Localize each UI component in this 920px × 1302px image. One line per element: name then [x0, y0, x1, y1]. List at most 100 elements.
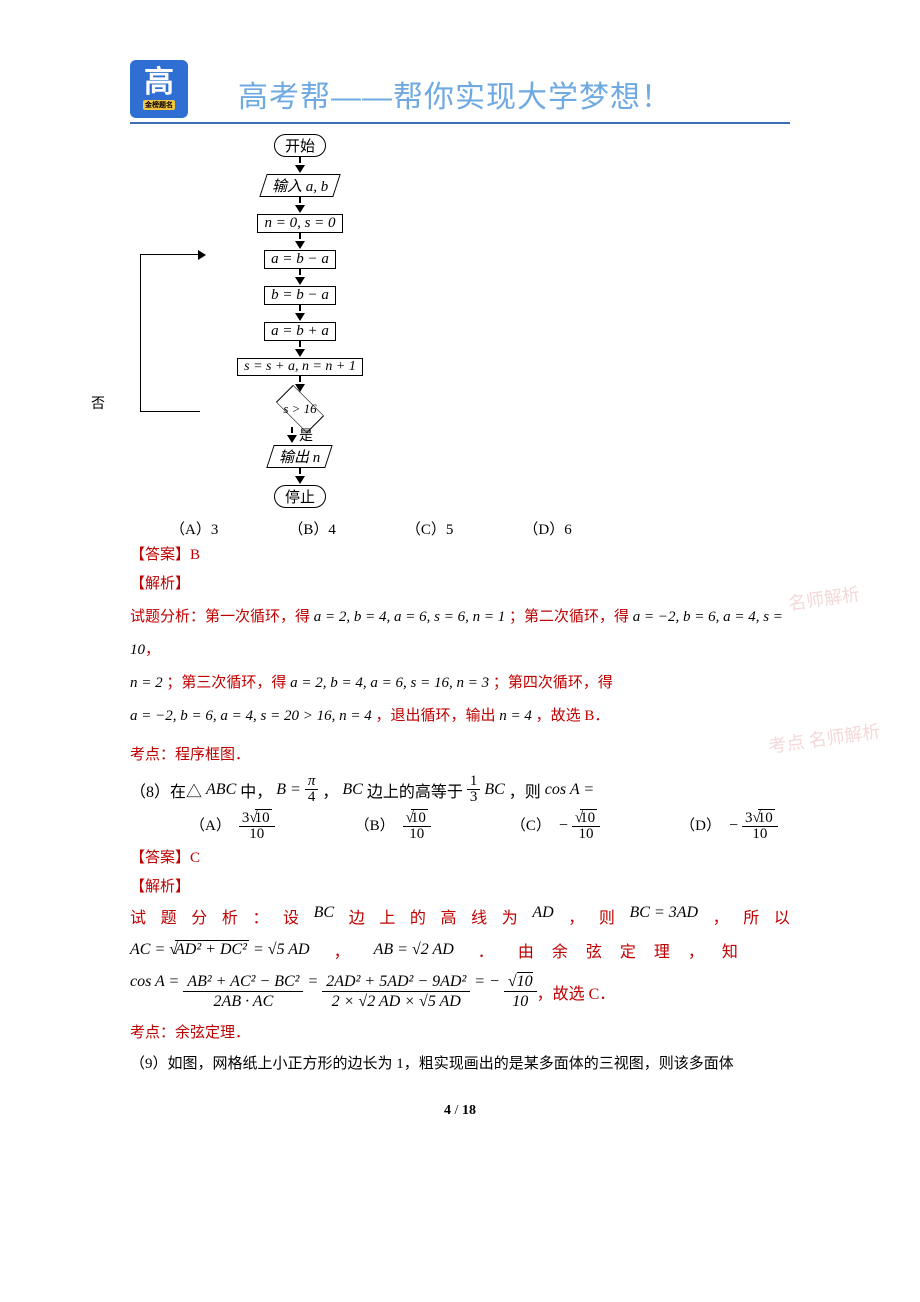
denominator: 10	[508, 992, 532, 1011]
c: 设	[283, 904, 299, 928]
q8-stem: （8）在△ABC 中， B= π4 ， BC 边上的高等于 13 BC ，则 c…	[130, 774, 790, 805]
node-decision: s > 16	[270, 393, 330, 425]
math: cos A = AB² + AC² − BC² 2AB · AC = 2AD² …	[130, 972, 537, 1011]
node-start: 开始	[274, 134, 326, 157]
fraction: 10 10	[403, 811, 431, 842]
numerator: 10	[572, 811, 600, 827]
edge	[299, 233, 301, 239]
numerator: π	[305, 774, 319, 790]
c: 弦	[586, 938, 602, 962]
sqrt-icon: 10	[752, 810, 774, 826]
c: 分	[191, 904, 207, 928]
math: B	[276, 781, 286, 799]
fraction: AB² + AC² − BC² 2AB · AC	[183, 972, 303, 1011]
math: = √5 AD	[253, 941, 310, 959]
option-d: （D） − 310 10	[680, 811, 778, 842]
label: （A）	[190, 818, 231, 834]
radicand: AD² + DC²	[175, 940, 249, 958]
c: 高	[441, 904, 457, 928]
denominator: 10	[246, 827, 267, 842]
q8-options: （A） 310 10 （B） 10 10 （C） − 10 10 （D） −	[190, 811, 790, 842]
sqrt-icon: 10	[406, 810, 428, 826]
math: AB = √2 AD	[374, 941, 454, 959]
node-decision-text: s > 16	[270, 393, 330, 425]
c: 的	[410, 904, 426, 928]
q8-answer: 【答案】C	[130, 846, 790, 867]
edge	[299, 197, 301, 203]
q8-kaodian: 考点：余弦定理．	[130, 1021, 790, 1042]
node-s2: b = b − a	[264, 286, 336, 305]
q7-analysis: 试题分析：第一次循环，得 a = 2, b = 4, a = 6, s = 6,…	[130, 601, 790, 733]
logo-char: 高	[144, 68, 174, 98]
edge	[299, 376, 301, 382]
arrow-down-icon	[295, 476, 305, 484]
c: ，	[568, 904, 584, 928]
denominator: 4	[305, 790, 319, 805]
text: ；第三次循环，得	[166, 675, 286, 691]
app-logo: 高 金榜题名	[130, 60, 188, 118]
text: 试题分析：第一次循环，得	[130, 609, 310, 625]
logo-subtitle: 金榜题名	[143, 100, 175, 110]
math: a = 2, b = 4, a = 6, s = 16, n = 3	[290, 675, 489, 691]
fraction: 13	[467, 774, 481, 805]
page: 高 金榜题名 高考帮——帮你实现大学梦想！ 否 开始 输入 a, b n = 0…	[0, 0, 920, 1159]
edge	[299, 269, 301, 275]
arrow-down-icon	[295, 165, 305, 173]
math: n = 4	[499, 708, 532, 724]
q8-analysis-heading: 【解析】	[130, 875, 790, 896]
denominator: 2AB · AC	[210, 992, 278, 1011]
c: 定	[620, 938, 636, 962]
text: ，则	[509, 778, 541, 802]
numerator: AB² + AC² − BC²	[183, 972, 303, 992]
red-period: ．	[478, 938, 494, 962]
option-b: （B）4	[288, 518, 336, 539]
node-stop: 停止	[274, 485, 326, 508]
numerator: 2AD² + 5AD² − 9AD²	[322, 972, 470, 992]
c: 试	[130, 904, 146, 928]
option-c: （C） − 10 10	[511, 811, 600, 842]
q8-analysis-line3: cos A = AB² + AC² − BC² 2AB · AC = 2AD² …	[130, 972, 790, 1011]
math: =	[290, 781, 301, 799]
c: ，	[713, 904, 729, 928]
node-input-text: 输入 a, b	[272, 175, 328, 196]
edge	[299, 468, 301, 474]
node-s4: s = s + a, n = n + 1	[237, 358, 363, 376]
math: a = 2, b = 4, a = 6, s = 6, n = 1	[314, 609, 505, 625]
denominator: 3	[467, 790, 481, 805]
page-title: 高考帮——帮你实现大学梦想！	[238, 72, 790, 118]
yes-arrow	[287, 427, 297, 444]
text: ，	[322, 778, 338, 802]
text: ，退出循环，输出	[375, 708, 495, 724]
c: ，	[688, 938, 704, 962]
neg: −	[559, 817, 568, 834]
option-d: （D）6	[523, 518, 571, 539]
c: 析	[222, 904, 238, 928]
q7-kaodian: 考点：程序框图．	[130, 743, 790, 764]
option-a: （A）3	[170, 518, 218, 539]
flowchart: 否 开始 输入 a, b n = 0, s = 0 a = b − a b = …	[200, 134, 400, 508]
text: ；第二次循环，得	[509, 609, 629, 625]
arrow-down-icon	[287, 435, 297, 443]
arrow-down-icon	[295, 313, 305, 321]
tail: ，故选 C．	[537, 980, 616, 1004]
arrow-down-icon	[295, 241, 305, 249]
arrow-down-icon	[295, 277, 305, 285]
c: 上	[379, 904, 395, 928]
neg: −	[729, 817, 738, 834]
flowchart-body: 否 开始 输入 a, b n = 0, s = 0 a = b − a b = …	[200, 134, 400, 508]
math: cos A =	[545, 781, 594, 799]
numerator: 10	[504, 972, 537, 992]
c: 边	[349, 904, 365, 928]
denominator: 10	[749, 827, 770, 842]
label: （D）	[680, 818, 721, 834]
edge	[291, 427, 293, 433]
text: 中，	[240, 778, 272, 802]
page-total: 18	[462, 1103, 476, 1118]
c: 以	[774, 904, 790, 928]
punct: ，	[145, 642, 160, 658]
node-output-text: 输出 n	[279, 446, 320, 467]
option-b: （B） 10 10	[355, 811, 431, 842]
node-init: n = 0, s = 0	[257, 214, 342, 233]
text: （8）在△	[130, 778, 202, 802]
page-footer: 4 / 18	[130, 1103, 790, 1119]
